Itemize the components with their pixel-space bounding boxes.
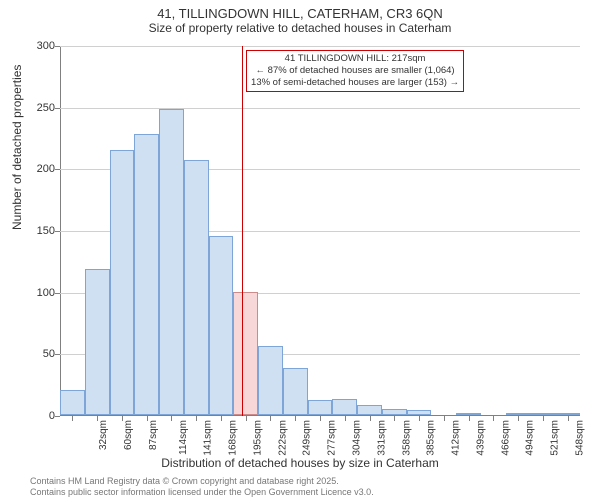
x-tick bbox=[246, 416, 247, 421]
x-tick bbox=[295, 416, 296, 421]
x-tick bbox=[196, 416, 197, 421]
histogram-bar bbox=[308, 400, 333, 415]
histogram-bar bbox=[60, 390, 85, 415]
histogram-bar bbox=[555, 413, 580, 415]
y-tick bbox=[55, 169, 60, 170]
y-tick bbox=[55, 231, 60, 232]
histogram-bar bbox=[258, 346, 283, 415]
y-tick bbox=[55, 46, 60, 47]
y-tick-label: 200 bbox=[25, 163, 55, 175]
footer-text: Contains HM Land Registry data © Crown c… bbox=[30, 476, 374, 498]
grid-line bbox=[60, 46, 580, 47]
footer-line1: Contains HM Land Registry data © Crown c… bbox=[30, 476, 374, 487]
histogram-bar bbox=[506, 413, 531, 415]
x-tick bbox=[518, 416, 519, 421]
x-tick-label: 168sqm bbox=[228, 420, 239, 456]
histogram-bar bbox=[283, 368, 308, 415]
annotation-line2: ← 87% of detached houses are smaller (1,… bbox=[251, 65, 459, 77]
x-tick-label: 114sqm bbox=[178, 420, 189, 455]
chart-subtitle: Size of property relative to detached ho… bbox=[0, 21, 600, 39]
histogram-bar bbox=[209, 236, 234, 415]
x-tick-label: 304sqm bbox=[352, 420, 363, 456]
x-tick-label: 249sqm bbox=[302, 420, 313, 456]
x-tick-label: 439sqm bbox=[475, 420, 486, 456]
x-tick bbox=[543, 416, 544, 421]
x-tick bbox=[493, 416, 494, 421]
x-tick bbox=[419, 416, 420, 421]
histogram-bar bbox=[407, 410, 432, 415]
x-tick-label: 277sqm bbox=[327, 420, 338, 456]
y-tick-label: 300 bbox=[25, 40, 55, 52]
marker-line bbox=[242, 46, 243, 416]
x-tick bbox=[320, 416, 321, 421]
x-tick bbox=[270, 416, 271, 421]
histogram-bar bbox=[134, 134, 159, 415]
x-tick-label: 222sqm bbox=[277, 420, 288, 456]
x-tick-label: 141sqm bbox=[203, 420, 214, 456]
chart-title: 41, TILLINGDOWN HILL, CATERHAM, CR3 6QN bbox=[0, 0, 600, 21]
x-tick bbox=[444, 416, 445, 421]
annotation-box: 41 TILLINGDOWN HILL: 217sqm← 87% of deta… bbox=[246, 50, 464, 92]
x-tick bbox=[147, 416, 148, 421]
y-tick-label: 150 bbox=[25, 225, 55, 237]
y-tick bbox=[55, 354, 60, 355]
histogram-bar bbox=[184, 160, 209, 415]
histogram-bar bbox=[357, 405, 382, 415]
histogram-bar bbox=[530, 413, 555, 415]
x-tick-label: 548sqm bbox=[574, 420, 585, 456]
histogram-bar bbox=[456, 413, 481, 415]
x-tick-label: 385sqm bbox=[426, 420, 437, 456]
footer-line2: Contains public sector information licen… bbox=[30, 487, 374, 498]
annotation-line3: 13% of semi-detached houses are larger (… bbox=[251, 77, 459, 89]
y-tick bbox=[55, 108, 60, 109]
y-tick bbox=[55, 416, 60, 417]
x-tick-label: 412sqm bbox=[451, 420, 462, 456]
x-tick-label: 60sqm bbox=[123, 420, 134, 450]
x-tick bbox=[345, 416, 346, 421]
histogram-bar bbox=[85, 269, 110, 415]
plot-area: 05010015020025030032sqm60sqm87sqm114sqm1… bbox=[60, 46, 580, 416]
histogram-bar bbox=[382, 409, 407, 415]
x-tick bbox=[97, 416, 98, 421]
x-tick-label: 466sqm bbox=[500, 420, 511, 456]
x-tick bbox=[72, 416, 73, 421]
y-axis-label: Number of detached properties bbox=[10, 65, 24, 230]
histogram-bar bbox=[159, 109, 184, 415]
y-tick-label: 0 bbox=[25, 410, 55, 422]
histogram-bar bbox=[332, 399, 357, 415]
chart-container: 41, TILLINGDOWN HILL, CATERHAM, CR3 6QN … bbox=[0, 0, 600, 500]
x-tick bbox=[394, 416, 395, 421]
histogram-bar bbox=[110, 150, 135, 415]
histogram-bar bbox=[233, 292, 258, 415]
y-tick-label: 250 bbox=[25, 102, 55, 114]
x-tick bbox=[122, 416, 123, 421]
x-tick bbox=[221, 416, 222, 421]
x-tick-label: 32sqm bbox=[98, 420, 109, 450]
x-tick-label: 494sqm bbox=[525, 420, 536, 456]
x-tick bbox=[370, 416, 371, 421]
x-tick-label: 521sqm bbox=[550, 420, 561, 456]
annotation-line1: 41 TILLINGDOWN HILL: 217sqm bbox=[251, 53, 459, 65]
x-tick bbox=[469, 416, 470, 421]
x-tick bbox=[171, 416, 172, 421]
y-tick-label: 50 bbox=[25, 348, 55, 360]
y-tick bbox=[55, 293, 60, 294]
x-tick-label: 331sqm bbox=[376, 420, 387, 456]
x-axis-label: Distribution of detached houses by size … bbox=[0, 456, 600, 470]
grid-line bbox=[60, 108, 580, 109]
x-tick bbox=[568, 416, 569, 421]
y-tick-label: 100 bbox=[25, 287, 55, 299]
x-tick-label: 195sqm bbox=[253, 420, 264, 456]
x-tick-label: 87sqm bbox=[148, 420, 159, 450]
x-tick-label: 358sqm bbox=[401, 420, 412, 456]
